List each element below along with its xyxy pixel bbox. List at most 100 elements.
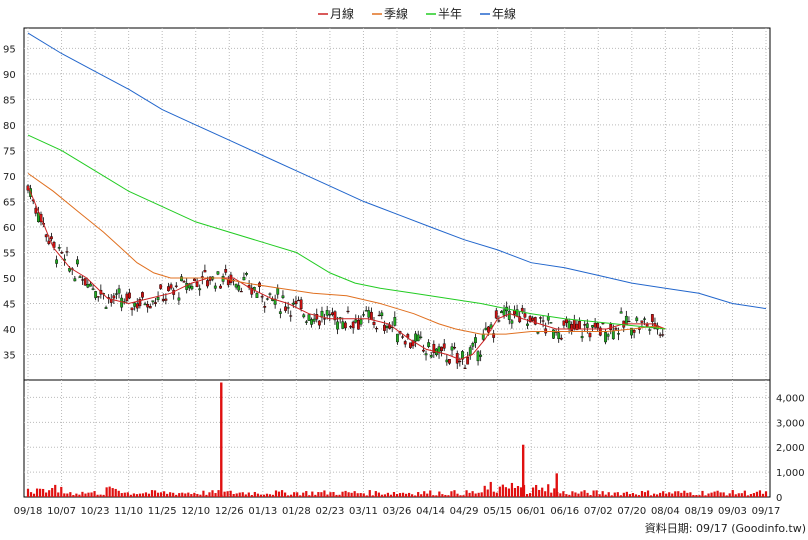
candle-body (307, 314, 311, 321)
candle-body (260, 296, 264, 298)
volume-bar (692, 494, 695, 497)
volume-bar (544, 491, 547, 497)
candle (323, 313, 326, 325)
candle-body (219, 285, 222, 289)
candle-body (427, 342, 431, 347)
candle-body (367, 310, 371, 318)
volume-bar (338, 494, 341, 497)
volume-bar (432, 495, 435, 497)
candle (44, 233, 48, 242)
candle (497, 315, 501, 323)
volume-bar (350, 492, 353, 497)
volume-bar (577, 493, 580, 497)
volume-bar (671, 493, 674, 497)
legend-label: 半年 (438, 7, 462, 21)
candle-body (424, 353, 428, 356)
candle (450, 343, 454, 356)
candle-body (185, 283, 189, 290)
candle-body (304, 321, 308, 323)
volume-bar (389, 494, 393, 497)
candle (396, 333, 399, 345)
volume-bar (740, 493, 743, 497)
candle (159, 284, 163, 290)
candle-body (278, 311, 282, 314)
volume-bar (713, 491, 716, 497)
candle (167, 282, 170, 292)
candle (588, 332, 592, 342)
volume-bar (111, 488, 114, 497)
candle-body (552, 329, 555, 339)
volume-bar (175, 494, 178, 497)
candle-body (138, 299, 142, 307)
candle (661, 328, 665, 338)
candle-body (604, 332, 607, 343)
candle-body (65, 251, 69, 253)
volume-bar (659, 492, 662, 497)
candle (393, 311, 397, 327)
candle-body (539, 317, 542, 319)
volume-bar (386, 492, 390, 497)
volume-bar (392, 492, 396, 497)
candle (242, 272, 246, 281)
price-tick-label: 50 (3, 274, 16, 285)
candle (593, 318, 597, 330)
volume-bar (622, 492, 625, 497)
candle-body (229, 274, 233, 283)
candle (229, 271, 233, 286)
candle (429, 352, 433, 359)
volume-bar (66, 493, 69, 497)
volume-bar (725, 495, 728, 497)
candle (458, 357, 462, 367)
volume-bar (562, 491, 565, 497)
volume-bar (368, 490, 371, 497)
candle (299, 296, 303, 312)
volume-bar (565, 494, 568, 497)
candle-body (432, 343, 436, 354)
volume-bar (247, 492, 250, 497)
candle-body (489, 324, 493, 329)
candle-body (195, 281, 199, 287)
candle (596, 321, 600, 332)
candle-body (141, 292, 144, 298)
candle-body (578, 321, 581, 329)
candle (375, 326, 378, 333)
volume-bar (407, 492, 411, 497)
price-plot-area (23, 27, 771, 381)
candle (112, 292, 116, 305)
candle (281, 290, 285, 300)
candle-body (635, 317, 639, 321)
x-tick-label: 09/17 (752, 506, 781, 517)
volume-bar (532, 487, 535, 497)
x-tick-label: 01/28 (282, 506, 311, 517)
volume-panel: 0 1,000 2,000 3,000 4,000 (23, 379, 805, 504)
price-tick-label: 35 (3, 350, 16, 361)
volume-bar (662, 491, 665, 497)
x-tick-label: 02/23 (315, 506, 344, 517)
candle-body (203, 270, 207, 273)
candle-body (356, 320, 360, 330)
candle-body (481, 333, 485, 340)
candle (359, 315, 363, 327)
candle (55, 255, 59, 268)
candle-body (44, 234, 48, 238)
candle (193, 278, 196, 281)
legend-label: 季線 (384, 6, 408, 21)
volume-bar-peak (555, 473, 558, 497)
volume-bar (707, 493, 710, 497)
candle-body (450, 346, 454, 351)
candle-body (125, 293, 129, 301)
candle-body (346, 310, 350, 313)
volume-bar (689, 492, 692, 497)
volume-bar (223, 491, 226, 497)
volume-bar (335, 494, 338, 497)
candle (297, 296, 300, 302)
candle (154, 297, 157, 307)
candle-body (242, 276, 246, 281)
volume-bar (262, 494, 266, 497)
volume-bar (93, 491, 96, 497)
candle (377, 310, 381, 317)
volume-bar (710, 492, 713, 497)
volume-bar (649, 495, 653, 497)
candle (424, 350, 428, 361)
